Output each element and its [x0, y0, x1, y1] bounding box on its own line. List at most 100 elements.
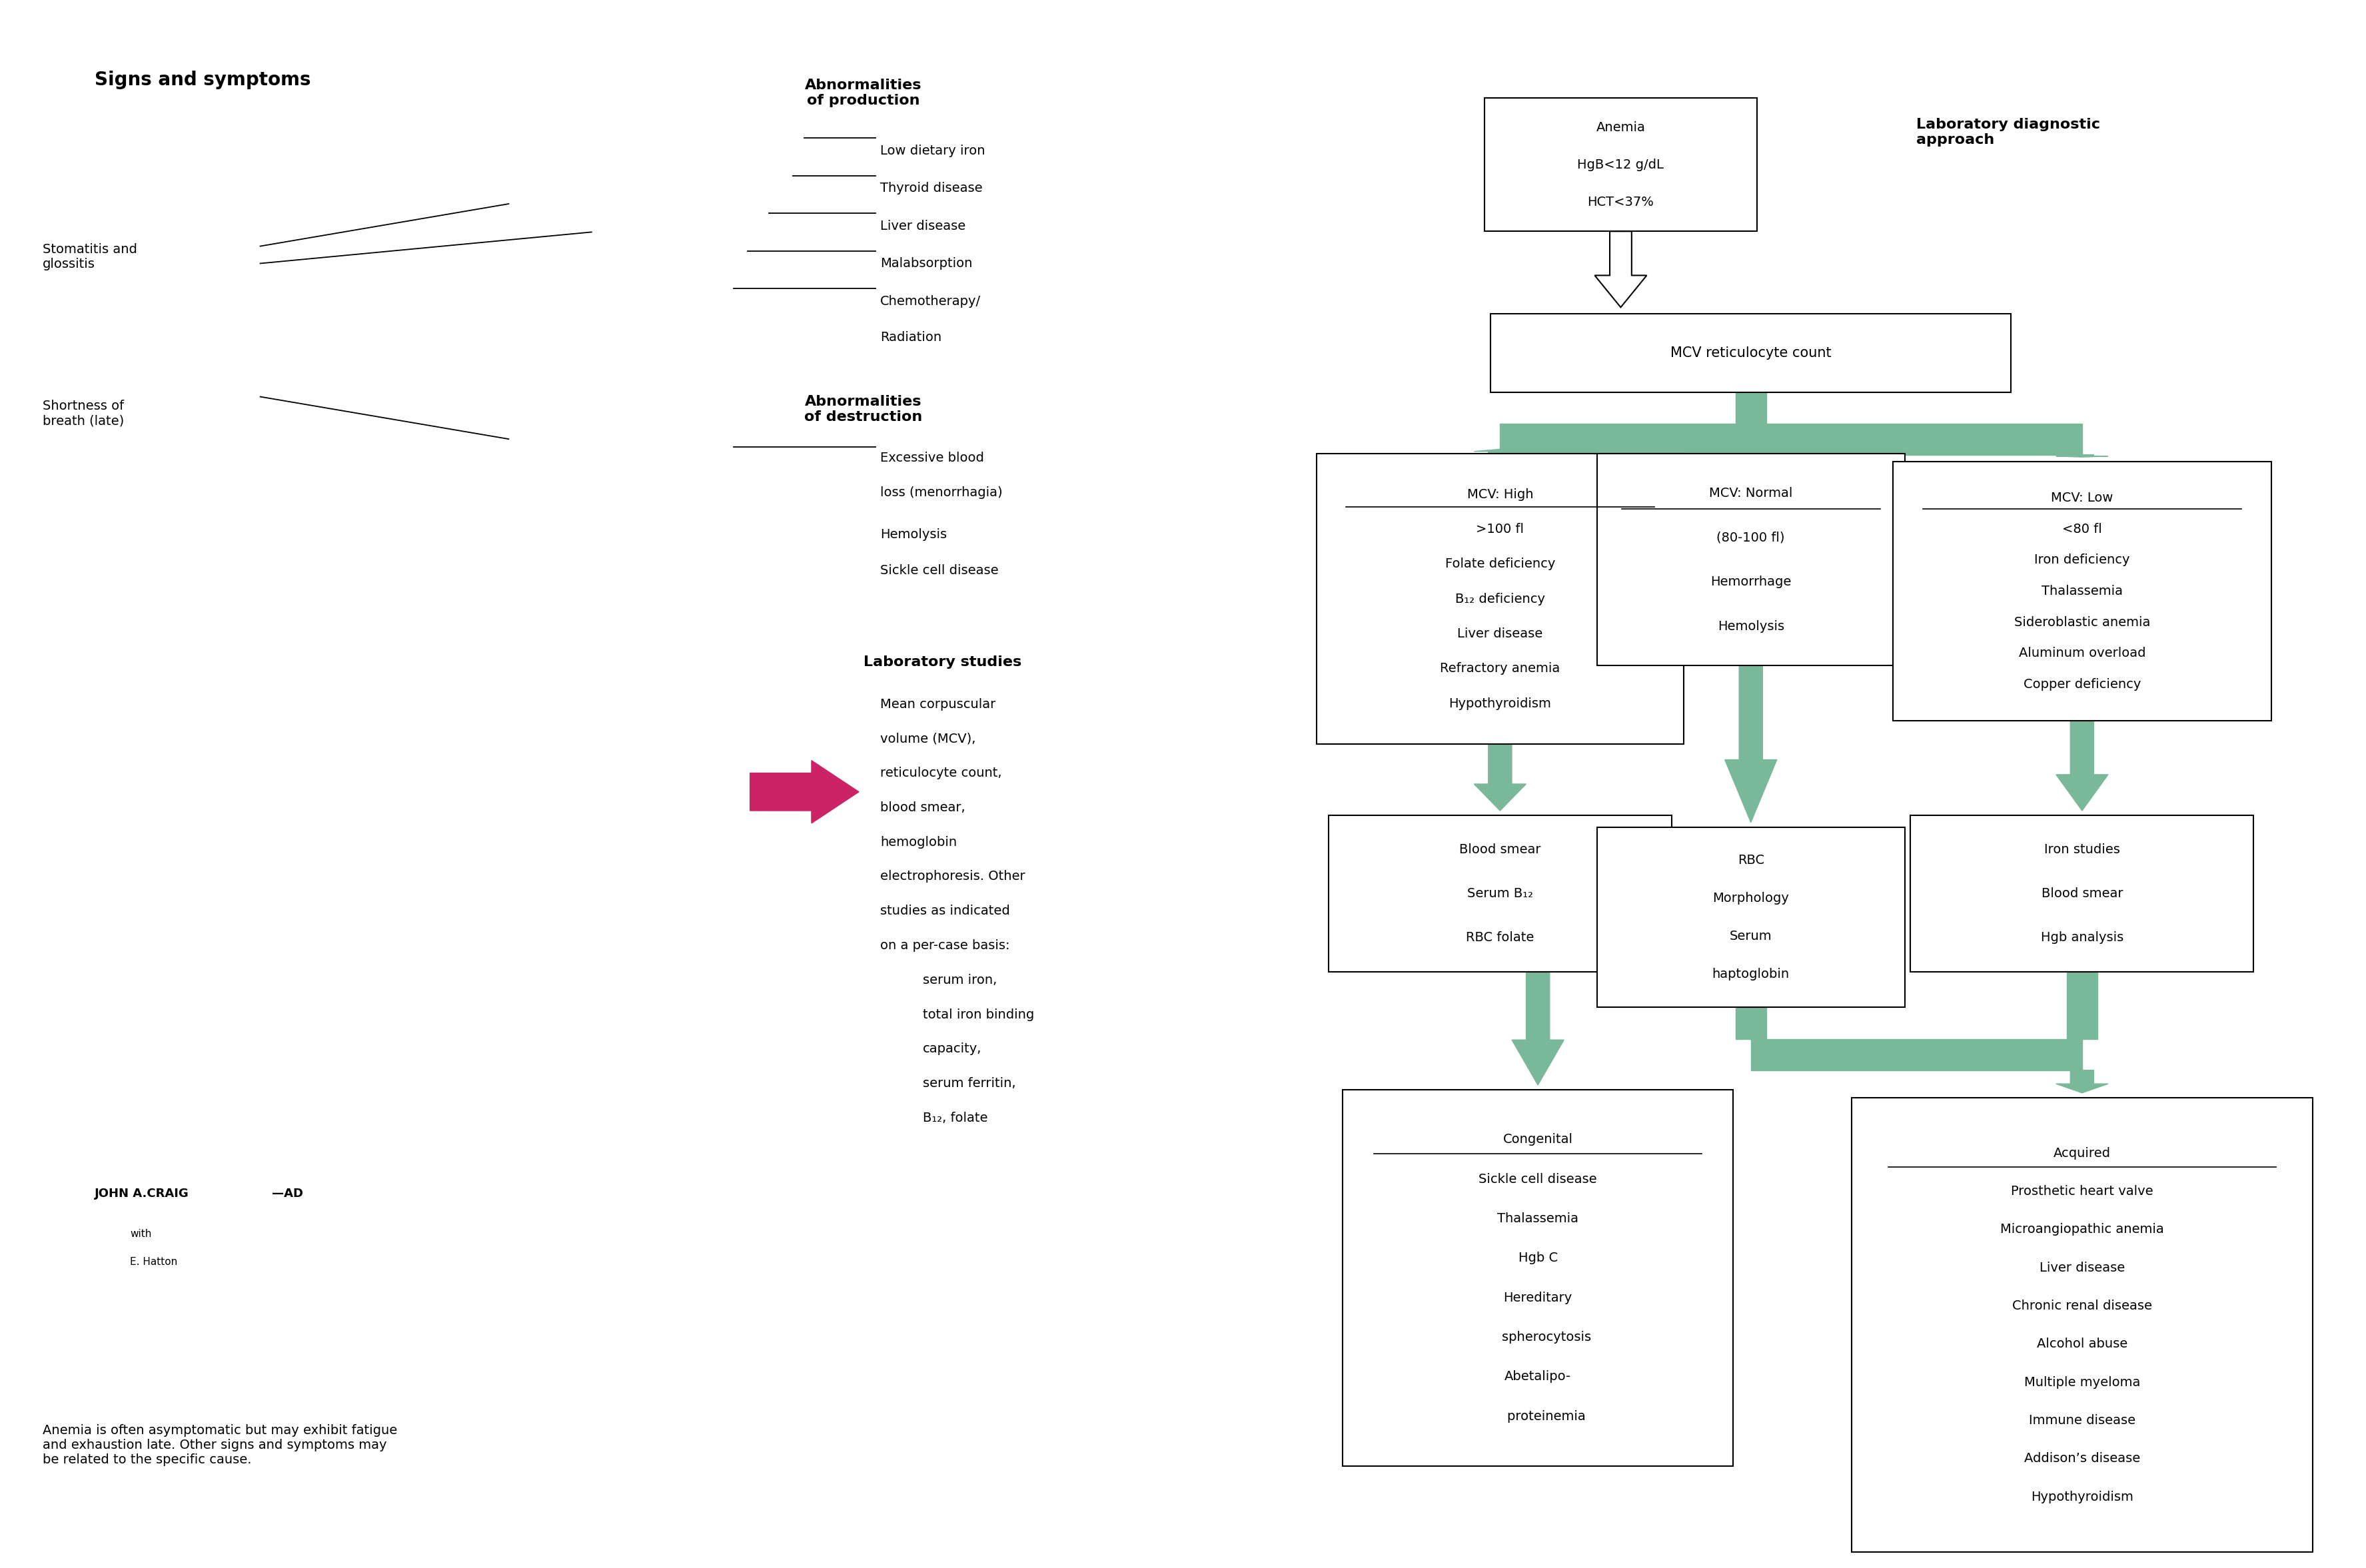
Text: Refractory anemia: Refractory anemia [1441, 662, 1559, 674]
Text: Liver disease: Liver disease [2039, 1261, 2125, 1273]
Text: Alcohol abuse: Alcohol abuse [2037, 1338, 2127, 1350]
Text: E. Hatton: E. Hatton [130, 1258, 177, 1267]
Bar [1486, 97, 1756, 230]
Text: Microangiopathic anemia: Microangiopathic anemia [1999, 1223, 2165, 1236]
Text: Hemolysis: Hemolysis [1718, 619, 1784, 633]
Text: volume (MCV),: volume (MCV), [880, 732, 975, 745]
Polygon shape [2056, 1069, 2108, 1093]
Text: Congenital: Congenital [1502, 1134, 1573, 1146]
Text: Thyroid disease: Thyroid disease [880, 182, 982, 194]
Text: Serum B₁₂: Serum B₁₂ [1467, 887, 1533, 900]
Text: Blood smear: Blood smear [2042, 887, 2122, 900]
Text: Hypothyroidism: Hypothyroidism [2030, 1491, 2134, 1504]
Text: with: with [130, 1229, 151, 1239]
Text: Mean corpuscular: Mean corpuscular [880, 698, 996, 710]
Text: Aluminum overload: Aluminum overload [2018, 648, 2146, 660]
Text: Low dietary iron: Low dietary iron [880, 144, 984, 157]
Bar [1893, 461, 2271, 721]
Bar [1734, 392, 1765, 423]
Text: serum ferritin,: serum ferritin, [923, 1077, 1015, 1090]
Text: HgB<12 g/dL: HgB<12 g/dL [1578, 158, 1663, 171]
Text: Liver disease: Liver disease [1457, 627, 1543, 640]
Bar [1850, 1098, 2312, 1552]
Text: MCV: High: MCV: High [1467, 488, 1533, 500]
Text: Hgb C: Hgb C [1519, 1251, 1557, 1264]
Text: Malabsorption: Malabsorption [880, 257, 972, 270]
Polygon shape [2056, 721, 2108, 811]
Text: MCV reticulocyte count: MCV reticulocyte count [1670, 347, 1831, 359]
Bar [1330, 815, 1670, 972]
Polygon shape [1474, 448, 1526, 455]
Polygon shape [1725, 448, 1777, 455]
Polygon shape [1595, 230, 1647, 307]
Text: Morphology: Morphology [1713, 892, 1789, 905]
Text: Addison’s disease: Addison’s disease [2023, 1452, 2141, 1465]
Text: —AD: —AD [272, 1187, 303, 1200]
Text: (80-100 fl): (80-100 fl) [1718, 532, 1784, 544]
Text: Sideroblastic anemia: Sideroblastic anemia [2013, 616, 2151, 629]
Bar [1315, 455, 1685, 745]
Bar [1500, 423, 2082, 455]
Bar [1597, 455, 1905, 665]
Text: Laboratory diagnostic
approach: Laboratory diagnostic approach [1916, 118, 2101, 146]
Text: <80 fl: <80 fl [2063, 522, 2101, 535]
Text: HCT<37%: HCT<37% [1588, 196, 1654, 209]
Text: B₁₂, folate: B₁₂, folate [923, 1112, 987, 1124]
Text: proteinemia: proteinemia [1491, 1410, 1585, 1422]
Bar [1491, 314, 2011, 392]
Text: spherocytosis: spherocytosis [1486, 1331, 1590, 1344]
Text: Laboratory studies: Laboratory studies [864, 655, 1022, 668]
Polygon shape [1725, 665, 1777, 822]
Text: Hemorrhage: Hemorrhage [1711, 575, 1791, 588]
Text: Multiple myeloma: Multiple myeloma [2023, 1377, 2141, 1389]
Polygon shape [2056, 455, 2108, 458]
Text: Stomatitis and
glossitis: Stomatitis and glossitis [43, 243, 137, 270]
Text: JOHN A.CRAIG: JOHN A.CRAIG [95, 1187, 189, 1200]
Text: RBC: RBC [1737, 855, 1765, 867]
Text: Radiation: Radiation [880, 331, 942, 343]
Text: Iron deficiency: Iron deficiency [2035, 554, 2129, 566]
Text: MCV: Normal: MCV: Normal [1708, 486, 1793, 500]
Text: Hgb analysis: Hgb analysis [2042, 931, 2122, 944]
Bar [1909, 815, 2252, 972]
Text: Prosthetic heart valve: Prosthetic heart valve [2011, 1185, 2153, 1198]
Bar [1597, 828, 1905, 1008]
Text: electrophoresis. Other: electrophoresis. Other [880, 870, 1024, 883]
Text: Excessive blood: Excessive blood [880, 452, 984, 464]
Bar [2068, 972, 2099, 1038]
Text: Hemolysis: Hemolysis [880, 528, 946, 541]
Text: hemoglobin: hemoglobin [880, 836, 956, 848]
Text: Hereditary: Hereditary [1502, 1292, 1573, 1305]
Text: >100 fl: >100 fl [1476, 524, 1524, 536]
Text: Sickle cell disease: Sickle cell disease [1479, 1173, 1597, 1185]
Text: Chronic renal disease: Chronic renal disease [2011, 1300, 2153, 1312]
Text: MCV: Low: MCV: Low [2051, 492, 2113, 505]
Text: blood smear,: blood smear, [880, 801, 965, 814]
Text: total iron binding: total iron binding [923, 1008, 1034, 1021]
Text: Shortness of
breath (late): Shortness of breath (late) [43, 400, 123, 426]
Text: Anemia is often asymptomatic but may exhibit fatigue
and exhaustion late. Other : Anemia is often asymptomatic but may exh… [43, 1424, 397, 1466]
Text: Liver disease: Liver disease [880, 220, 965, 232]
Text: studies as indicated: studies as indicated [880, 905, 1010, 917]
Text: haptoglobin: haptoglobin [1713, 967, 1789, 980]
Text: RBC folate: RBC folate [1467, 931, 1533, 944]
Text: loss (menorrhagia): loss (menorrhagia) [880, 486, 1003, 499]
Text: Blood smear: Blood smear [1460, 844, 1540, 856]
Text: Acquired: Acquired [2054, 1146, 2110, 1159]
Text: capacity,: capacity, [923, 1043, 982, 1055]
Text: Serum: Serum [1730, 930, 1772, 942]
Text: B₁₂ deficiency: B₁₂ deficiency [1455, 593, 1545, 605]
Text: Signs and symptoms: Signs and symptoms [95, 71, 310, 89]
Text: on a per-case basis:: on a per-case basis: [880, 939, 1010, 952]
Text: reticulocyte count,: reticulocyte count, [880, 767, 1001, 779]
Text: Hypothyroidism: Hypothyroidism [1448, 698, 1552, 710]
Text: Abnormalities
of production: Abnormalities of production [804, 78, 923, 107]
Text: Thalassemia: Thalassemia [1498, 1212, 1578, 1225]
Polygon shape [1512, 972, 1564, 1085]
Polygon shape [750, 760, 859, 823]
Text: Abnormalities
of destruction: Abnormalities of destruction [804, 395, 923, 423]
Text: Folate deficiency: Folate deficiency [1446, 558, 1554, 571]
Polygon shape [1474, 745, 1526, 811]
Text: serum iron,: serum iron, [923, 974, 996, 986]
Bar [1734, 1008, 1765, 1038]
